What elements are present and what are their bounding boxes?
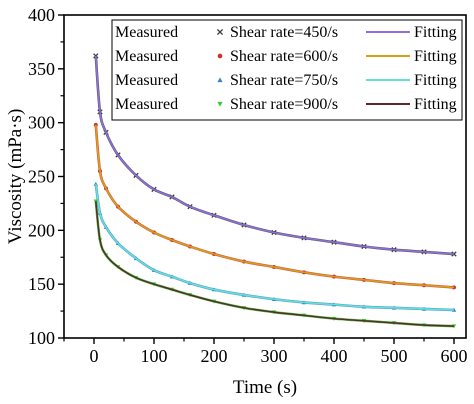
legend-marker bbox=[217, 53, 223, 59]
fitting-line bbox=[95, 183, 455, 311]
fitting-line bbox=[95, 201, 455, 327]
legend-fitting-label: Fitting bbox=[414, 48, 457, 65]
marker-stroke bbox=[216, 28, 224, 36]
legend-series-name: Shear rate=750/s bbox=[230, 72, 338, 89]
legend-measured-label: Measured bbox=[115, 72, 178, 89]
y-tick-label: 100 bbox=[28, 328, 55, 348]
x-tick-label: 500 bbox=[381, 346, 408, 366]
x-tick-label: 200 bbox=[201, 346, 228, 366]
legend-fitting-label: Fitting bbox=[414, 72, 457, 89]
x-tick-label: 300 bbox=[261, 346, 288, 366]
legend-series-name: Shear rate=450/s bbox=[230, 24, 338, 41]
measured-point bbox=[93, 181, 98, 186]
y-tick-label: 350 bbox=[28, 59, 55, 79]
legend-fitting-label: Fitting bbox=[414, 24, 457, 41]
y-tick-label: 250 bbox=[28, 167, 55, 187]
legend-row: Measured Shear rate=750/s Fitting bbox=[115, 72, 457, 89]
marker-shape bbox=[93, 122, 98, 127]
legend-measured-label: Measured bbox=[115, 24, 178, 41]
legend-series-name: Shear rate=600/s bbox=[230, 48, 338, 65]
legend-measured-label: Measured bbox=[115, 48, 178, 65]
x-tick-label: 400 bbox=[321, 346, 348, 366]
marker-shape bbox=[217, 77, 223, 83]
legend-series-name: Shear rate=900/s bbox=[230, 96, 338, 113]
x-tick-label: 600 bbox=[441, 346, 468, 366]
series-1 bbox=[93, 53, 457, 257]
legend-row: Measured Shear rate=450/s Fitting bbox=[115, 24, 457, 41]
legend-marker bbox=[217, 101, 223, 107]
series-layer bbox=[93, 53, 457, 329]
y-tick-label: 300 bbox=[28, 113, 55, 133]
legend-row: Measured Shear rate=900/s Fitting bbox=[115, 96, 457, 113]
measured-point bbox=[93, 122, 98, 127]
marker-shape bbox=[217, 53, 223, 59]
legend-marker bbox=[217, 77, 223, 83]
legend-measured-label: Measured bbox=[115, 96, 178, 113]
y-tick-label: 200 bbox=[28, 220, 55, 240]
series-2 bbox=[93, 122, 456, 290]
x-tick-label: 100 bbox=[141, 346, 168, 366]
legend-marker bbox=[216, 28, 224, 36]
fitting-line bbox=[95, 124, 455, 289]
x-axis-label: Time (s) bbox=[233, 377, 297, 398]
legend-row: Measured Shear rate=600/s Fitting bbox=[115, 48, 457, 65]
legend-fitting-label: Fitting bbox=[414, 96, 457, 113]
marker-shape bbox=[217, 101, 223, 107]
series-3 bbox=[93, 181, 457, 312]
y-tick-label: 400 bbox=[28, 5, 55, 25]
series-4 bbox=[93, 199, 457, 329]
marker-shape bbox=[93, 181, 98, 186]
x-tick-label: 0 bbox=[90, 346, 99, 366]
y-tick-label: 150 bbox=[28, 274, 55, 294]
y-axis-label: Viscosity (mPa·s) bbox=[5, 109, 26, 245]
legend: Measured Shear rate=450/s Fitting Measured S… bbox=[111, 19, 463, 121]
axes-layer: 0 100 200 300 400 500 600 100 150 200 250 300 350 400 bbox=[28, 5, 468, 366]
fitting-line bbox=[95, 55, 455, 255]
